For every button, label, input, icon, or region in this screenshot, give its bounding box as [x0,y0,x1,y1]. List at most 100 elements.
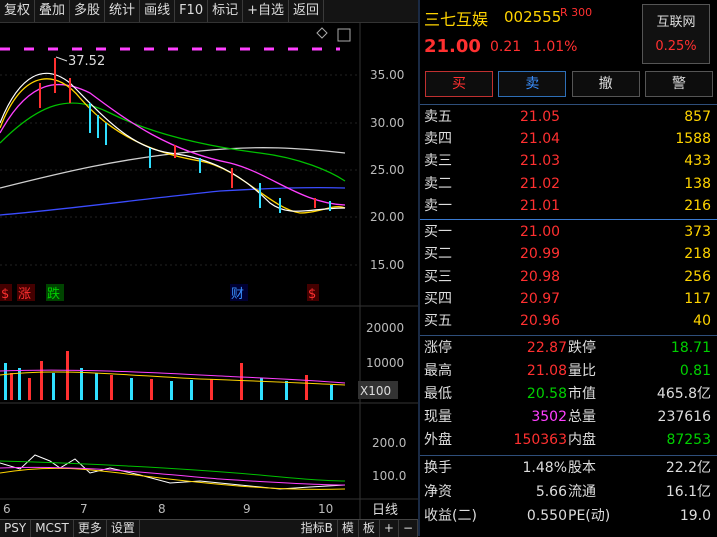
price-tick: 20.00 [370,210,404,224]
toolbar-back[interactable]: 返回 [289,0,325,22]
kline-chart[interactable]: 35.00 30.00 25.00 20.00 15.00 37.52 $ 涨 … [0,23,418,519]
stat-label: 涨停 [424,340,452,356]
stat-label: 最低 [424,386,452,402]
tab-indicator-b[interactable]: 指标B [297,520,338,537]
period-selector[interactable]: 日线 [372,503,398,518]
bid-price: 21.00 [520,224,561,240]
bid-label: 买三 [424,269,452,285]
volume-unit-box [358,381,398,399]
stats-row: 换手 1.48% 股本 22.2亿 [420,457,717,480]
toolbar-f10[interactable]: F10 [175,0,209,22]
maximize-icon[interactable] [337,28,351,42]
tab-more[interactable]: 更多 [74,520,107,537]
bid-volume: 373 [684,224,711,240]
toolbar-add-watchlist[interactable]: +自选 [243,0,290,22]
finance-marker[interactable]: 财 [231,287,244,302]
tab-mcst[interactable]: MCST [31,520,74,537]
ask-price: 21.05 [520,109,561,125]
bid-label: 买五 [424,313,452,329]
toolbar-multi[interactable]: 多股 [70,0,106,22]
stat-value: 22.2亿 [665,460,711,476]
stat-label: 总量 [568,409,596,425]
ma-short-line [0,83,346,206]
bid-row: 买二 20.99 218 [420,243,717,265]
tab-settings[interactable]: 设置 [107,520,140,537]
ask-row: 卖二 21.02 138 [420,173,717,195]
volume-ma-line [0,371,346,386]
sell-button[interactable]: 卖 [498,71,567,97]
stat-label: 换手 [424,460,452,476]
toolbar-stats[interactable]: 统计 [105,0,141,22]
price-line [0,72,346,212]
ma-5-line [0,78,346,214]
indicator-line-white [0,454,346,490]
bid-row: 买五 20.96 40 [420,310,717,332]
ask-volume: 1588 [675,131,711,147]
separator [420,219,717,220]
ask-label: 卖三 [424,153,452,169]
dollar-marker-icon[interactable]: $ [1,287,9,302]
indicator-tabs: PSY MCST 更多 设置 指标B 模 板 + − [0,519,418,537]
zoom-out-button[interactable]: − [399,520,418,537]
stat-value: 18.71 [670,340,711,356]
candles-up [39,58,316,208]
cancel-order-button[interactable]: 撤 [571,71,640,97]
ask-label: 卖二 [424,176,452,192]
ma-long-line [0,147,346,189]
event-marker-box [46,284,64,301]
bid-row: 买一 21.00 373 [420,221,717,243]
limit-up-marker[interactable]: 涨 [18,287,31,302]
ask-row: 卖四 21.04 1588 [420,128,717,150]
candles-down [89,103,331,213]
kline-svg: 35.00 30.00 25.00 20.00 15.00 37.52 $ 涨 … [0,23,418,519]
high-price-pointer [55,56,68,62]
diamond-icon[interactable] [316,27,328,39]
indicator-tick: 100.0 [372,469,406,483]
tab-board[interactable]: 板 [359,520,380,537]
toolbar-fuquan[interactable]: 复权 [0,0,36,22]
buy-button[interactable]: 买 [425,71,493,97]
toolbar-draw[interactable]: 画线 [140,0,176,22]
toolbar-mark[interactable]: 标记 [208,0,244,22]
separator [420,104,717,105]
stats-row: 现量 3502 总量 237616 [420,406,717,429]
ma-base-line [0,186,346,216]
stat-label: 外盘 [424,432,452,448]
bid-label: 买一 [424,224,452,240]
dollar-marker-icon[interactable]: $ [308,287,316,302]
stats-row: 收益(二) 0.550 PE(动) 19.0 [420,505,717,528]
alert-button[interactable]: 警 [644,71,713,97]
ask-volume: 216 [684,198,711,214]
indicator-tick: 200.0 [372,436,406,450]
stat-label: 股本 [568,460,596,476]
price-change-pct: 1.01% [533,39,578,55]
tab-psy[interactable]: PSY [0,520,32,537]
ask-volume: 138 [684,176,711,192]
indicator-line-green [0,460,346,482]
quote-panel: 三七互娱 002555 R 300 21.00 0.21 1.01% 互联网 0… [420,0,717,536]
stat-label: 流通 [568,484,596,500]
zoom-in-button[interactable]: + [380,520,399,537]
last-price: 21.00 [424,36,481,57]
limit-down-marker[interactable]: 跌 [47,286,60,302]
date-tick: 10 [318,502,333,516]
high-price-label: 37.52 [68,54,105,69]
bid-volume: 256 [684,269,711,285]
bid-volume: 40 [693,313,711,329]
ask-volume: 433 [684,153,711,169]
ask-row: 卖三 21.03 433 [420,150,717,172]
tab-template[interactable]: 模 [338,520,359,537]
sector-name: 互联网 [656,15,696,30]
bid-label: 买四 [424,291,452,307]
indicator-line-magenta [0,466,346,486]
date-tick: 6 [3,502,11,516]
ask-row: 卖五 21.05 857 [420,106,717,128]
ma-mid-line [0,102,346,182]
sector-box[interactable]: 互联网 0.25% [642,4,710,64]
stock-code: 002555 [504,8,562,26]
volume-tick: 20000 [366,321,404,335]
stat-value: 1.48% [522,460,567,476]
date-tick: 8 [158,502,166,516]
bid-label: 买二 [424,246,452,262]
toolbar-overlay[interactable]: 叠加 [35,0,71,22]
